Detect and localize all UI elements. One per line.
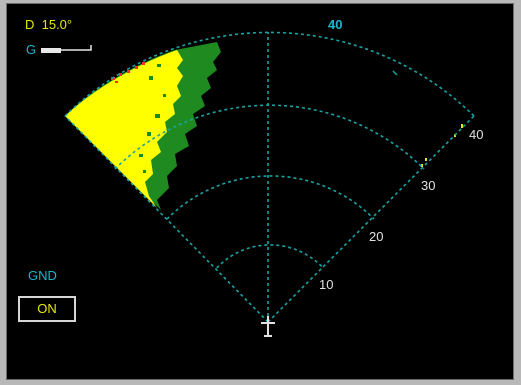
range-arcs (64, 31, 475, 269)
weather-yellow-area (65, 50, 183, 208)
range-readout: 40 (328, 17, 342, 32)
tilt-readout: D 15.0° (25, 17, 72, 32)
arc-tick-mark (392, 70, 398, 76)
weather-returns (65, 42, 463, 210)
range-arc-10 (216, 244, 324, 269)
range-ring-label-20: 20 (369, 229, 383, 244)
ground-clutter-label: GND (28, 268, 57, 283)
yellow-range-marks (421, 124, 463, 167)
radar-canvas: D 15.0° G 40 10 20 30 40 (25, 17, 483, 337)
right-sector-edge (267, 115, 475, 323)
weather-radar-display: D 15.0° G 40 10 20 30 40 GND ON (6, 3, 514, 380)
gain-label: G (26, 42, 36, 57)
range-ring-label-10: 10 (319, 277, 333, 292)
aircraft-symbol-icon (261, 316, 275, 337)
left-sector-edge (64, 115, 269, 323)
range-ring-label-40: 40 (469, 127, 483, 142)
ground-clutter-on-button[interactable]: ON (18, 296, 76, 322)
gain-bar-icon (41, 45, 92, 53)
range-arc-30 (114, 104, 425, 170)
weather-green-speckles (139, 64, 166, 173)
range-arc-20 (166, 175, 375, 220)
range-ring-label-30: 30 (421, 178, 435, 193)
range-arc-40 (64, 31, 475, 117)
radial-lines (64, 32, 475, 323)
